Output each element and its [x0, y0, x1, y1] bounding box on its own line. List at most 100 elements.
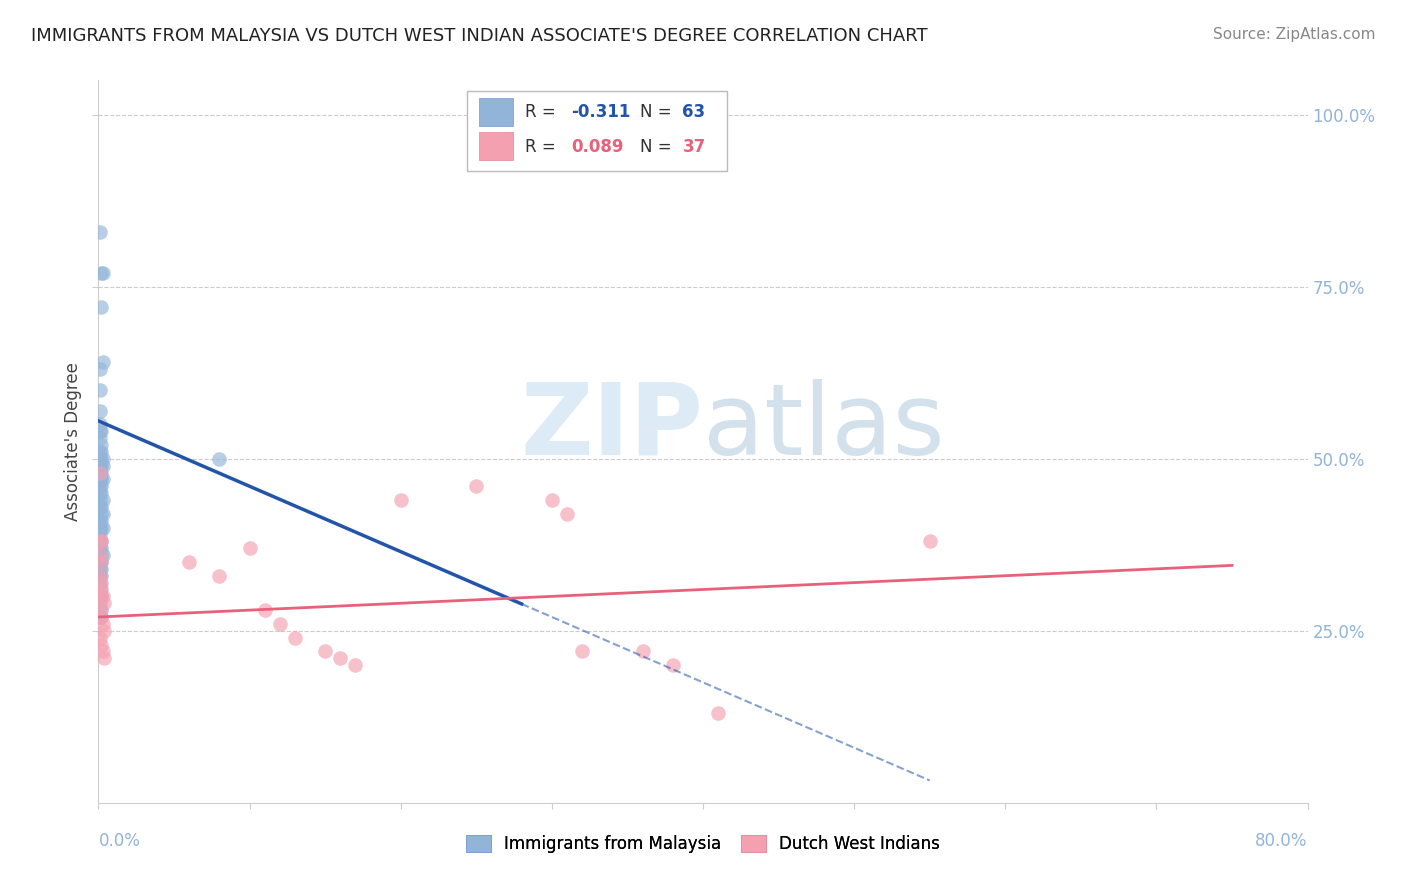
Point [90, 603, 112, 617]
Point [89, 383, 111, 397]
Point [465, 479, 488, 493]
Point [89, 514, 111, 528]
Point [284, 631, 307, 645]
Point [89, 548, 111, 562]
Point [91, 616, 114, 631]
Point [89, 596, 111, 610]
Point [91, 548, 114, 562]
Point [89, 458, 111, 473]
Point [571, 644, 593, 658]
Legend: Immigrants from Malaysia, Dutch West Indians: Immigrants from Malaysia, Dutch West Ind… [458, 828, 948, 860]
Point [89, 631, 111, 645]
Point [90, 610, 112, 624]
Point [89, 466, 111, 480]
Point [90, 562, 112, 576]
Point [90, 479, 112, 493]
Point [89, 541, 111, 556]
Point [631, 644, 654, 658]
Point [89, 362, 111, 376]
Point [93, 651, 115, 665]
Point [90, 445, 112, 459]
FancyBboxPatch shape [479, 132, 513, 160]
Point [90, 266, 112, 280]
Point [90, 555, 112, 569]
Point [89, 472, 111, 486]
Point [89, 534, 111, 549]
Point [90, 438, 112, 452]
Point [90, 472, 112, 486]
Point [90, 555, 112, 569]
Text: 80.0%: 80.0% [1256, 832, 1308, 850]
Point [91, 493, 114, 508]
Point [90, 590, 112, 604]
Point [239, 541, 262, 556]
Point [91, 266, 114, 280]
Point [93, 624, 115, 638]
Point [89, 603, 111, 617]
Point [90, 486, 112, 500]
Y-axis label: Associate's Degree: Associate's Degree [63, 362, 82, 521]
Point [89, 424, 111, 438]
Point [555, 507, 578, 521]
Point [90, 466, 112, 480]
Point [89, 466, 111, 480]
Point [707, 706, 730, 721]
Point [344, 658, 367, 673]
Point [90, 575, 112, 590]
Point [90, 541, 112, 556]
FancyBboxPatch shape [479, 98, 513, 126]
Point [93, 596, 115, 610]
Point [90, 638, 112, 652]
Point [90, 520, 112, 534]
Point [540, 493, 562, 508]
Point [89, 500, 111, 514]
Point [91, 451, 114, 466]
Point [90, 458, 112, 473]
Point [90, 514, 112, 528]
Text: R =: R = [526, 137, 561, 156]
Point [91, 458, 114, 473]
Point [89, 568, 111, 582]
Point [89, 445, 111, 459]
Text: 37: 37 [682, 137, 706, 156]
Point [89, 451, 111, 466]
Point [89, 590, 111, 604]
Point [90, 534, 112, 549]
FancyBboxPatch shape [467, 91, 727, 170]
Point [389, 493, 412, 508]
Point [89, 417, 111, 432]
Text: 63: 63 [682, 103, 706, 121]
Point [89, 493, 111, 508]
Text: N =: N = [640, 103, 678, 121]
Text: N =: N = [640, 137, 678, 156]
Point [90, 451, 112, 466]
Point [89, 534, 111, 549]
Point [89, 403, 111, 417]
Point [179, 555, 201, 569]
Point [91, 644, 114, 658]
Text: IMMIGRANTS FROM MALAYSIA VS DUTCH WEST INDIAN ASSOCIATE'S DEGREE CORRELATION CHA: IMMIGRANTS FROM MALAYSIA VS DUTCH WEST I… [31, 27, 928, 45]
Point [90, 548, 112, 562]
Point [89, 479, 111, 493]
Point [90, 582, 112, 597]
Text: 0.089: 0.089 [571, 137, 624, 156]
Text: 0.0%: 0.0% [98, 832, 141, 850]
Text: Source: ZipAtlas.com: Source: ZipAtlas.com [1212, 27, 1375, 42]
Point [90, 301, 112, 315]
Point [89, 520, 111, 534]
Point [89, 527, 111, 541]
Text: ZIP: ZIP [520, 378, 703, 475]
Point [208, 451, 231, 466]
Point [89, 555, 111, 569]
Point [918, 534, 941, 549]
Point [89, 582, 111, 597]
Point [90, 590, 112, 604]
Point [91, 590, 114, 604]
Point [89, 610, 111, 624]
Text: -0.311: -0.311 [571, 103, 630, 121]
Point [90, 610, 112, 624]
Point [91, 472, 114, 486]
Point [90, 568, 112, 582]
Point [89, 431, 111, 445]
Point [91, 507, 114, 521]
